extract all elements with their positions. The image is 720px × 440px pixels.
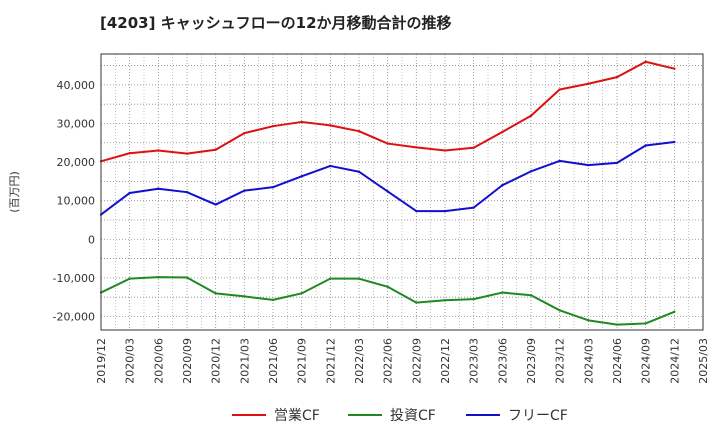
data-point (185, 276, 189, 279)
data-point (300, 175, 303, 178)
data-point (501, 184, 504, 187)
data-point (472, 206, 475, 209)
data-point (243, 131, 246, 135)
x-tick-label: 2021/12 (324, 338, 337, 384)
data-point (128, 191, 131, 195)
data-point (357, 170, 361, 173)
legend-label-1: 営業CF (274, 408, 320, 424)
y-tick-label: 10,000 (57, 195, 96, 208)
data-point (529, 170, 533, 173)
data-point (386, 190, 389, 193)
data-point (558, 88, 561, 91)
legend-label-2: 投資CF (390, 408, 436, 424)
x-tick-label: 2021/03 (238, 338, 251, 384)
data-point (415, 209, 418, 213)
data-point (128, 152, 131, 155)
y-tick-label: -20,000 (53, 310, 95, 323)
data-point (644, 144, 647, 147)
data-point (529, 114, 533, 117)
data-point (214, 148, 217, 151)
data-point (443, 299, 447, 302)
x-tick-label: 2022/06 (382, 338, 395, 384)
data-point (587, 82, 590, 85)
x-tick-label: 2023/09 (525, 338, 538, 384)
data-point (386, 285, 389, 288)
data-point (329, 124, 332, 127)
data-point (185, 190, 189, 194)
data-point (673, 140, 676, 144)
x-tick-label: 2020/03 (124, 338, 137, 384)
data-point (386, 142, 389, 145)
x-tick-label: 2024/03 (582, 338, 595, 384)
data-point (157, 187, 160, 190)
data-point (443, 209, 447, 213)
y-tick-label: 30,000 (57, 117, 96, 130)
data-point (185, 152, 189, 155)
data-point (587, 319, 590, 322)
data-point (501, 130, 504, 134)
x-tick-label: 2020/09 (181, 338, 194, 384)
data-point (472, 146, 475, 150)
x-tick-label: 2022/09 (410, 338, 423, 384)
y-tick-label: 20,000 (57, 156, 96, 169)
data-point (243, 295, 246, 298)
x-tick-label: 2021/06 (267, 338, 280, 384)
y-tick-label: 0 (88, 233, 95, 246)
x-tick-label: 2025/03 (697, 338, 710, 384)
data-point (529, 294, 533, 297)
data-point (587, 163, 590, 167)
y-tick-label: 40,000 (57, 79, 96, 92)
data-point (615, 161, 619, 165)
x-tick-label: 2022/12 (439, 338, 452, 384)
data-point (415, 146, 418, 149)
data-point (501, 291, 504, 294)
legend-label-3: フリーCF (508, 408, 568, 424)
data-point (357, 130, 361, 133)
data-point (415, 301, 418, 304)
data-point (472, 297, 475, 301)
x-tick-label: 2023/06 (496, 338, 509, 384)
x-tick-label: 2024/09 (640, 338, 653, 384)
x-tick-label: 2021/09 (296, 338, 309, 384)
data-point (558, 309, 561, 312)
data-point (128, 277, 131, 280)
data-point (443, 149, 447, 152)
data-point (615, 75, 619, 79)
data-point (157, 149, 160, 152)
data-point (673, 310, 676, 314)
data-point (214, 203, 217, 206)
plot-frame (100, 53, 704, 331)
x-tick-label: 2019/12 (95, 338, 108, 384)
data-point (673, 67, 676, 70)
data-point (243, 189, 246, 192)
data-point (271, 298, 275, 302)
data-point (300, 292, 303, 295)
data-point (271, 185, 275, 189)
data-point (214, 292, 217, 295)
x-tick-label: 2023/12 (554, 338, 567, 384)
x-tick-label: 2023/03 (468, 338, 481, 384)
data-point (644, 60, 647, 63)
y-axis-label: (百万円) (8, 171, 21, 213)
data-point (615, 323, 619, 326)
x-tick-label: 2022/03 (353, 338, 366, 384)
chart-title: [4203] キャッシュフローの12か月移動合計の推移 (100, 14, 452, 32)
x-tick-label: 2020/06 (152, 338, 165, 384)
x-tick-label: 2024/06 (611, 338, 624, 384)
y-tick-label: -10,000 (53, 272, 95, 285)
x-tick-label: 2024/12 (668, 338, 681, 384)
data-point (329, 277, 332, 280)
data-point (329, 164, 332, 168)
data-point (271, 124, 275, 128)
data-point (558, 159, 561, 163)
data-point (300, 120, 303, 124)
x-tick-label: 2020/12 (210, 338, 223, 384)
data-point (157, 275, 160, 279)
data-point (357, 277, 361, 280)
data-point (644, 322, 647, 325)
